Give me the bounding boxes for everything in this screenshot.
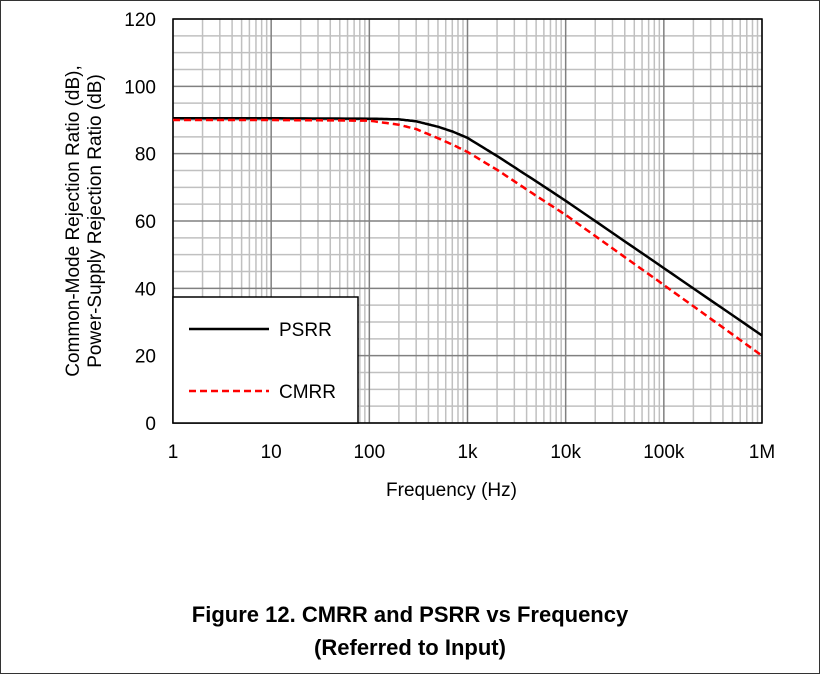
legend-box (172, 296, 359, 424)
x-tick-label: 100k (643, 442, 685, 463)
y-tick-label: 100 (124, 77, 156, 98)
y-tick-label: 80 (135, 145, 156, 166)
series-line-psrr (173, 117, 763, 337)
plot-border (172, 18, 763, 424)
y-tick-label: 40 (135, 279, 156, 300)
y-axis-label-line: Power-Supply Rejection Ratio (dB) (85, 74, 106, 368)
x-tick-label: 1M (749, 442, 775, 463)
x-tick-label: 10k (550, 442, 581, 463)
y-tick-label: 60 (135, 212, 156, 233)
x-axis-label: Frequency (Hz) (386, 480, 517, 501)
x-tick-label: 10 (261, 442, 282, 463)
figure-caption-subtitle: (Referred to Input) (314, 635, 506, 660)
y-tick-label: 120 (124, 10, 156, 31)
figure-caption-title: Figure 12. CMRR and PSRR vs Frequency (191, 602, 629, 627)
x-tick-label: 1 (168, 442, 179, 463)
y-tick-label: 20 (135, 347, 156, 368)
x-tick-label: 100 (353, 442, 385, 463)
y-tick-label: 0 (145, 414, 156, 435)
x-tick-label: 1k (457, 442, 478, 463)
legend-label-cmrr: CMRR (279, 382, 336, 403)
y-axis-label-line: Common-Mode Rejection Ratio (dB), (63, 65, 84, 377)
chart: 1 10 100 1k 10k 100k 1M 0 20 40 60 80 100 120 Frequenc… (63, 10, 775, 501)
legend-label-psrr: PSRR (279, 320, 332, 341)
